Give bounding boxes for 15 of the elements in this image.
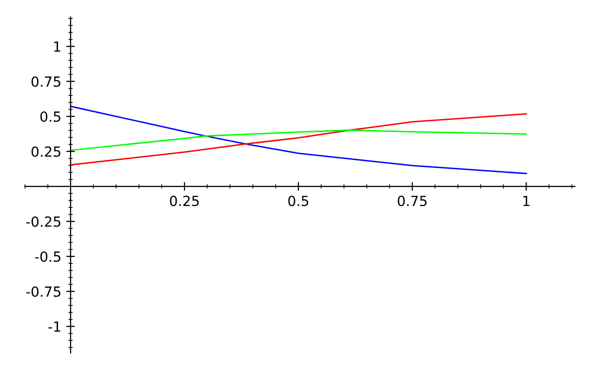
y-tick-label: -1 xyxy=(48,322,60,332)
line-series xyxy=(70,106,527,174)
x-tick-label: 0.5 xyxy=(288,196,308,206)
x-tick-label: 1 xyxy=(523,196,530,206)
x-tick-label: 0.25 xyxy=(170,196,199,206)
y-tick-label: -0.75 xyxy=(26,286,60,297)
y-tick-label: 0.75 xyxy=(32,76,60,87)
y-tick-label: 0.25 xyxy=(32,146,60,157)
y-tick-label: 0.5 xyxy=(40,111,60,122)
x-tick-label: 0.75 xyxy=(398,196,427,206)
line-series xyxy=(70,129,527,151)
y-tick-label: 1 xyxy=(54,42,60,52)
y-tick-label: -0.5 xyxy=(35,251,60,262)
y-tick-label: -0.25 xyxy=(26,216,60,227)
line-series xyxy=(70,113,527,166)
